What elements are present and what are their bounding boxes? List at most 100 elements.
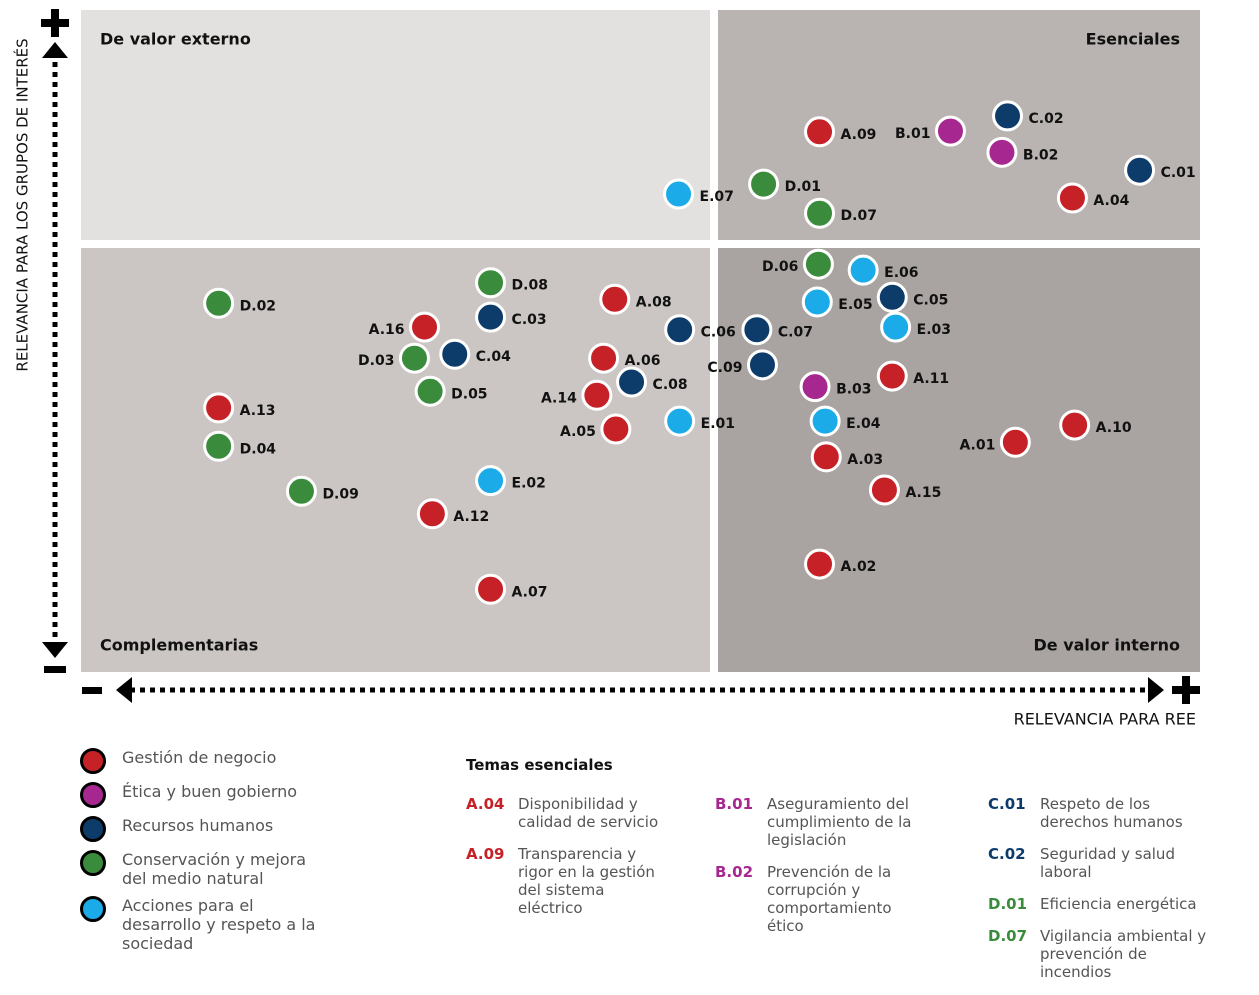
point-label: A.16 (369, 322, 405, 338)
quadrant-label: De valor externo (100, 30, 251, 49)
legend-label: Acciones para el desarrollo y respeto a … (122, 896, 316, 953)
essentials-item: A.04 Disponibilidad y calidad de servicio (466, 795, 666, 831)
point (285, 475, 317, 507)
point (741, 314, 773, 346)
point (809, 405, 841, 437)
point (999, 426, 1031, 458)
legend-label: Recursos humanos (122, 816, 274, 835)
point-label: A.10 (1096, 420, 1132, 436)
point (581, 379, 613, 411)
essentials-code: C.02 (988, 845, 1026, 863)
legend-label: Conservación y mejora del medio natural (122, 850, 306, 888)
point-label: A.08 (636, 294, 672, 310)
essentials-item: B.01 Aseguramiento del cumplimiento de la… (715, 795, 955, 849)
point-label: C.02 (1029, 111, 1064, 127)
point-label: E.02 (512, 476, 546, 492)
point (588, 342, 620, 374)
point (203, 392, 235, 424)
essentials-code: A.09 (466, 845, 505, 863)
point-label: A.02 (841, 559, 877, 575)
essentials-text: Transparencia y rigor en la gestión del … (518, 845, 655, 917)
point (439, 338, 471, 370)
arrow (42, 642, 68, 658)
essentials-item: D.01 Eficiencia energética (988, 895, 1253, 913)
point (599, 283, 631, 315)
point-label: A.13 (240, 403, 276, 419)
essentials-code: B.01 (715, 795, 754, 813)
point-label: A.09 (841, 127, 877, 143)
quadrant-label: Complementarias (100, 636, 258, 655)
point-label: A.04 (1093, 193, 1129, 209)
point (475, 267, 507, 299)
plus-sign (41, 19, 69, 27)
point-label: C.08 (653, 377, 688, 393)
point-label: D.03 (358, 353, 394, 369)
point (616, 366, 648, 398)
point-label: A.12 (453, 509, 489, 525)
point (475, 573, 507, 605)
essentials-column: A.04 Disponibilidad y calidad de servicio… (466, 795, 666, 931)
point (746, 349, 778, 381)
point-label: C.01 (1161, 165, 1196, 181)
essentials-item: C.01 Respeto de los derechos humanos (988, 795, 1253, 831)
minus-sign (82, 687, 102, 694)
legend-item: Acciones para el desarrollo y respeto a … (80, 896, 317, 953)
point-label: A.14 (541, 390, 577, 406)
arrow (116, 677, 132, 703)
arrow (1148, 677, 1164, 703)
point (934, 115, 966, 147)
legend-swatch (80, 850, 106, 876)
point-label: B.01 (895, 126, 930, 142)
arrow (42, 42, 68, 58)
point-label: E.05 (838, 297, 872, 313)
essentials-text: Vigilancia ambiental y prevención de inc… (1040, 927, 1207, 981)
legend-label: Gestión de negocio (122, 748, 277, 767)
point (880, 311, 912, 343)
point-label: B.03 (836, 382, 871, 398)
point (986, 136, 1018, 168)
point (799, 371, 831, 403)
point (1056, 182, 1088, 214)
chart: De valor externo Esenciales Complementar… (13, 9, 1200, 729)
point-label: E.07 (700, 189, 734, 205)
essentials-code: A.04 (466, 795, 505, 813)
point-label: A.06 (625, 353, 661, 369)
essentials-item: D.07 Vigilancia ambiental y prevención de… (988, 927, 1253, 981)
essentials-item: C.02 Seguridad y salud laboral (988, 845, 1253, 881)
point-label: D.01 (785, 179, 821, 195)
legend-item: Gestión de negocio (80, 748, 317, 774)
legend-item: Ética y buen gobierno (80, 782, 317, 808)
quadrant-label: Esenciales (1086, 30, 1180, 49)
point (664, 405, 696, 437)
essentials-text: Prevención de la corrupción y comportami… (767, 863, 892, 935)
point-label: D.08 (512, 278, 548, 294)
point (804, 116, 836, 148)
point (992, 100, 1024, 132)
point (663, 178, 695, 210)
point-label: A.01 (959, 437, 995, 453)
point-label: E.03 (917, 322, 951, 338)
y-axis-label: RELEVANCIA PARA LOS GRUPOS DE INTERÉS (13, 38, 32, 371)
point-label: C.04 (476, 349, 511, 365)
point (475, 301, 507, 333)
essentials-text: Disponibilidad y calidad de servicio (518, 795, 659, 831)
essentials-code: B.02 (715, 863, 754, 881)
point (475, 465, 507, 497)
point (868, 474, 900, 506)
essentials-item: B.02 Prevención de la corrupción y compor… (715, 863, 955, 935)
point (804, 197, 836, 229)
essentials-text: Seguridad y salud laboral (1040, 845, 1175, 881)
point (1059, 409, 1091, 441)
quadrant-bg (718, 248, 1200, 672)
point (802, 248, 834, 280)
legend: Gestión de negocio Ética y buen gobierno R… (80, 748, 317, 961)
point-label: D.07 (841, 208, 877, 224)
legend-label: Ética y buen gobierno (122, 782, 298, 801)
point-label: C.05 (913, 292, 948, 308)
essentials-code: C.01 (988, 795, 1026, 813)
legend-swatch (80, 782, 106, 808)
legend-swatch (80, 748, 106, 774)
point-label: C.07 (778, 325, 813, 341)
legend-item: Recursos humanos (80, 816, 317, 842)
